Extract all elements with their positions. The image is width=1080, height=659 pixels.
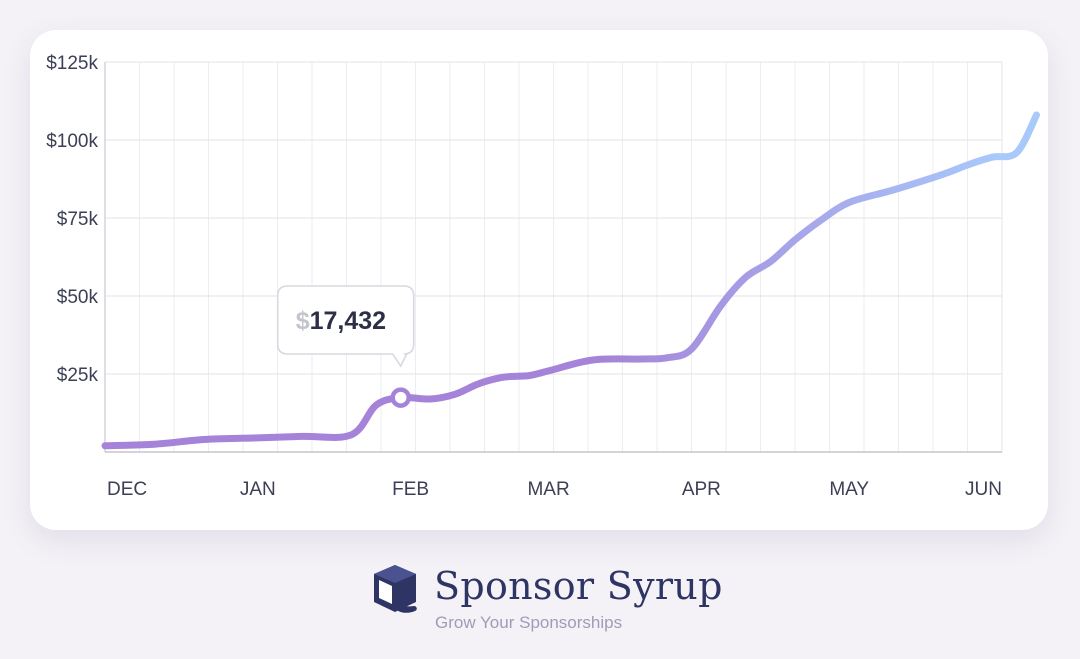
tooltip-value: $17,432: [296, 307, 386, 335]
revenue-line-chart: $25k $50k $75k $100k $125k DEC JAN FEB MAR APR MAY…: [46, 53, 1040, 500]
grid-lines: [104, 61, 1003, 452]
brand-logo[interactable]: Sponsor Syrup Grow Your Sponsorships: [370, 560, 730, 640]
chart-card: $25k $50k $75k $100k $125k DEC JAN FEB MAR APR MAY…: [30, 30, 1048, 530]
x-tick-label: DEC: [107, 479, 147, 500]
brand-tagline: Grow Your Sponsorships: [435, 613, 623, 632]
series-line: [101, 111, 1040, 450]
y-tick-label: $75k: [57, 209, 99, 230]
value-tooltip: $17,432: [276, 285, 415, 408]
syrup-box-icon: [374, 565, 417, 613]
y-tick-label: $125k: [46, 53, 98, 74]
tick-labels: $25k $50k $75k $100k $125k DEC JAN FEB MAR APR MAY…: [46, 53, 1002, 500]
x-tick-label: MAR: [527, 479, 569, 500]
x-tick-label: FEB: [392, 479, 429, 500]
brand-name: Sponsor Syrup: [434, 564, 723, 608]
x-tick-label: JUN: [965, 479, 1002, 500]
tooltip-currency-symbol: $: [296, 307, 310, 335]
tooltip-amount: 17,432: [310, 307, 386, 335]
series-layer: [101, 111, 1040, 450]
y-tick-label: $25k: [57, 365, 99, 386]
x-tick-label: MAY: [829, 479, 869, 500]
x-tick-label: JAN: [240, 479, 276, 500]
x-tick-label: APR: [682, 479, 721, 500]
y-tick-label: $50k: [57, 287, 99, 308]
y-tick-label: $100k: [46, 131, 98, 152]
tooltip-bubble: [276, 285, 415, 368]
axes: [104, 62, 1002, 453]
highlighted-data-point: [390, 387, 411, 408]
